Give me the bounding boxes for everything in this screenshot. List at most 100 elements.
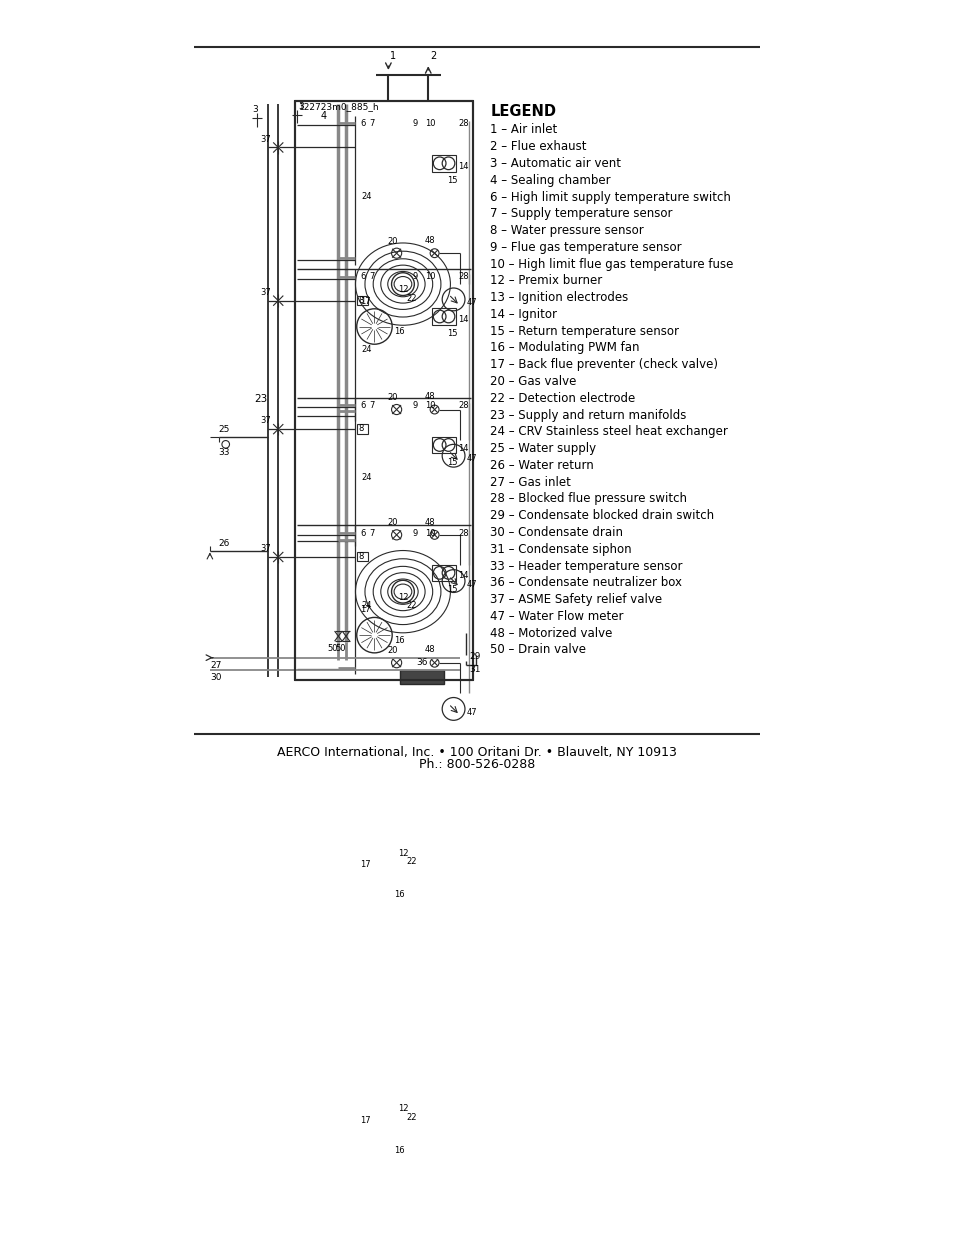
Text: 3: 3: [298, 101, 304, 111]
Text: 3: 3: [252, 105, 257, 114]
Text: 30 – Condensate drain: 30 – Condensate drain: [490, 526, 622, 538]
Text: 2 – Flue exhaust: 2 – Flue exhaust: [490, 141, 586, 153]
Bar: [356, 295, 368, 305]
Text: 24 – CRV Stainless steel heat exchanger: 24 – CRV Stainless steel heat exchanger: [490, 425, 727, 438]
Text: 47 – Water Flow meter: 47 – Water Flow meter: [490, 610, 623, 622]
Text: 4 – Sealing chamber: 4 – Sealing chamber: [490, 174, 610, 186]
Text: 16 – Modulating PWM fan: 16 – Modulating PWM fan: [490, 342, 639, 354]
Text: 15 – Return temperature sensor: 15 – Return temperature sensor: [490, 325, 679, 337]
Text: 24: 24: [361, 345, 372, 354]
Text: 14: 14: [457, 162, 468, 170]
Text: 12 – Premix burner: 12 – Premix burner: [490, 274, 602, 288]
Text: 8: 8: [357, 295, 363, 305]
Text: 9: 9: [412, 529, 417, 537]
Text: 23: 23: [253, 394, 267, 404]
Text: 1: 1: [390, 51, 396, 61]
Text: 8 – Water pressure sensor: 8 – Water pressure sensor: [490, 224, 643, 237]
Text: 50: 50: [335, 643, 345, 653]
Text: 31 – Condensate siphon: 31 – Condensate siphon: [490, 542, 631, 556]
Text: 7: 7: [369, 529, 375, 537]
Text: 36: 36: [416, 658, 427, 667]
Text: 12: 12: [397, 848, 408, 857]
Text: 8: 8: [357, 552, 363, 561]
Text: 17: 17: [359, 1115, 370, 1125]
Text: 48: 48: [425, 517, 436, 526]
Text: 37: 37: [260, 288, 271, 296]
Text: 7 – Supply temperature sensor: 7 – Supply temperature sensor: [490, 207, 672, 220]
Text: 9: 9: [412, 119, 417, 128]
Text: 14: 14: [457, 443, 468, 453]
Text: 48: 48: [425, 646, 436, 655]
Text: 28: 28: [457, 400, 468, 410]
Bar: [356, 424, 368, 433]
Text: 10: 10: [425, 119, 436, 128]
Bar: [432, 437, 456, 453]
Bar: [432, 564, 456, 580]
Text: AERCO International, Inc. • 100 Oritani Dr. • Blauvelt, NY 10913: AERCO International, Inc. • 100 Oritani …: [276, 746, 677, 758]
Text: 47: 47: [466, 579, 476, 589]
Text: 37 – ASME Safety relief valve: 37 – ASME Safety relief valve: [490, 593, 661, 606]
Text: 28: 28: [457, 272, 468, 282]
Text: 9: 9: [412, 272, 417, 282]
Text: 26 – Water return: 26 – Water return: [490, 459, 594, 472]
Text: 12: 12: [397, 1104, 408, 1114]
Text: 22: 22: [406, 601, 416, 610]
Bar: [295, 101, 472, 680]
Text: 16: 16: [394, 1146, 404, 1155]
Text: 9 – Flue gas temperature sensor: 9 – Flue gas temperature sensor: [490, 241, 681, 254]
Text: 16: 16: [394, 636, 404, 645]
Text: 17 – Back flue preventer (check valve): 17 – Back flue preventer (check valve): [490, 358, 718, 372]
Text: 25: 25: [218, 425, 230, 433]
Text: 14 – Ignitor: 14 – Ignitor: [490, 308, 557, 321]
Text: 13 – Ignition electrodes: 13 – Ignition electrodes: [490, 291, 628, 304]
Text: 48: 48: [425, 393, 436, 401]
Bar: [399, 669, 443, 684]
Text: 7: 7: [369, 400, 375, 410]
Text: 6: 6: [359, 272, 365, 282]
Text: 10 – High limit flue gas temperature fuse: 10 – High limit flue gas temperature fus…: [490, 258, 733, 270]
Text: 36 – Condensate neutralizer box: 36 – Condensate neutralizer box: [490, 577, 681, 589]
Text: Ph.: 800-526-0288: Ph.: 800-526-0288: [418, 758, 535, 772]
Text: 27: 27: [210, 662, 221, 671]
Text: 10: 10: [425, 272, 436, 282]
Text: 17: 17: [359, 605, 370, 614]
Text: 3 – Automatic air vent: 3 – Automatic air vent: [490, 157, 620, 170]
Text: 2: 2: [430, 51, 436, 61]
Text: 10: 10: [425, 529, 436, 537]
Text: 9: 9: [412, 400, 417, 410]
Text: 14: 14: [457, 572, 468, 580]
Text: 7: 7: [369, 119, 375, 128]
Text: 24: 24: [361, 601, 372, 610]
Text: 28: 28: [457, 119, 468, 128]
Bar: [356, 552, 368, 562]
Text: 29 – Condensate blocked drain switch: 29 – Condensate blocked drain switch: [490, 509, 714, 522]
Bar: [432, 309, 456, 325]
Text: 23 – Supply and return manifolds: 23 – Supply and return manifolds: [490, 409, 686, 421]
Text: 122723m0_885_h: 122723m0_885_h: [299, 103, 379, 111]
Text: 28: 28: [457, 529, 468, 537]
Text: 12: 12: [397, 285, 408, 294]
Text: 14: 14: [457, 315, 468, 324]
Text: LEGEND: LEGEND: [490, 105, 556, 120]
Text: 20: 20: [387, 237, 397, 246]
Text: 22: 22: [406, 1113, 416, 1121]
Text: 17: 17: [359, 296, 370, 305]
Text: 31: 31: [469, 664, 480, 673]
Text: 27 – Gas inlet: 27 – Gas inlet: [490, 475, 571, 489]
Text: 15: 15: [447, 175, 457, 185]
Text: 7: 7: [369, 272, 375, 282]
Text: 15: 15: [447, 330, 457, 338]
Text: 28 – Blocked flue pressure switch: 28 – Blocked flue pressure switch: [490, 493, 686, 505]
Text: 8: 8: [357, 424, 363, 433]
Text: 48: 48: [425, 236, 436, 245]
Text: 12: 12: [397, 593, 408, 601]
Text: 25 – Water supply: 25 – Water supply: [490, 442, 596, 456]
Text: 37: 37: [260, 135, 271, 143]
Text: 20: 20: [387, 393, 397, 401]
Text: 6 – High limit supply temperature switch: 6 – High limit supply temperature switch: [490, 190, 730, 204]
Text: 20: 20: [387, 646, 397, 655]
Text: 15: 15: [447, 458, 457, 467]
Text: 6: 6: [359, 119, 365, 128]
Text: 24: 24: [361, 191, 372, 201]
Text: 16: 16: [394, 890, 404, 899]
